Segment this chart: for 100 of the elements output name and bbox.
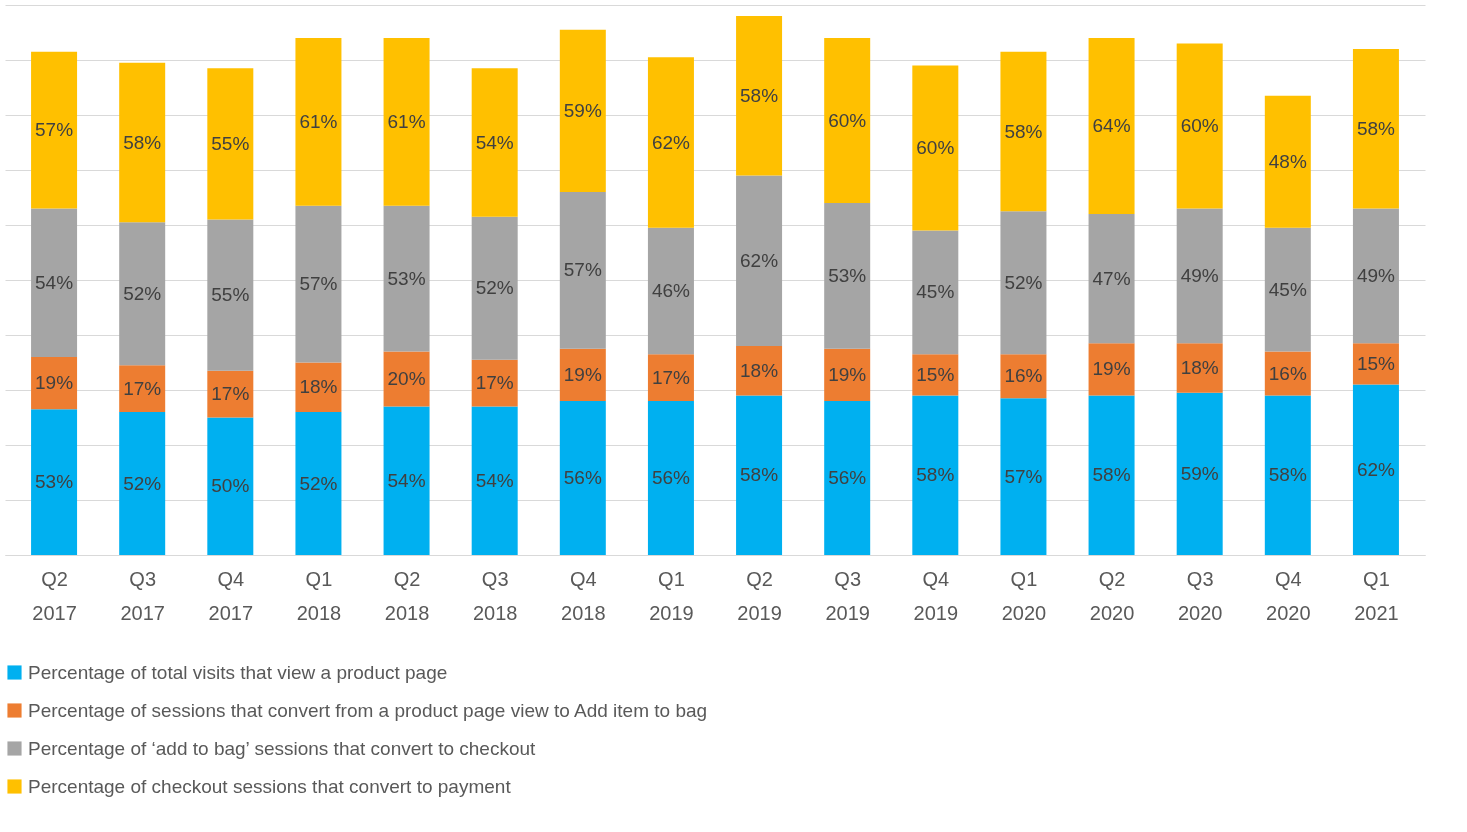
bar bbox=[1352, 384, 1399, 555]
bar bbox=[912, 230, 959, 355]
bar bbox=[647, 401, 694, 555]
data-label: 57% bbox=[1004, 465, 1043, 487]
data-label: 58% bbox=[123, 131, 162, 153]
bar bbox=[207, 219, 254, 371]
data-label: 58% bbox=[916, 464, 955, 486]
bar bbox=[207, 417, 254, 555]
data-label: 55% bbox=[211, 132, 250, 154]
data-label: 49% bbox=[1356, 264, 1396, 286]
data-label: 48% bbox=[1268, 150, 1307, 172]
data-label: 58% bbox=[740, 84, 779, 106]
bar bbox=[824, 38, 871, 203]
data-label: 15% bbox=[1356, 352, 1396, 374]
bar bbox=[647, 57, 694, 228]
x-tick-label: Q4 2020 bbox=[1266, 567, 1311, 624]
x-tick-label: Q1 2021 bbox=[1354, 567, 1399, 624]
x-tick-label: Q2 2017 bbox=[32, 567, 77, 624]
x-tick-label: Q4 2018 bbox=[561, 567, 606, 624]
data-label: 18% bbox=[740, 359, 779, 381]
data-label: 55% bbox=[211, 284, 250, 306]
data-label: 52% bbox=[475, 277, 514, 299]
bar bbox=[1088, 395, 1135, 555]
data-label: 15% bbox=[916, 363, 955, 385]
bar bbox=[1088, 343, 1135, 396]
data-label: 57% bbox=[299, 273, 338, 295]
bar bbox=[1264, 227, 1311, 352]
legend-label: Percentage of ‘add to bag’ sessions that convert to checkout bbox=[28, 737, 537, 759]
bar bbox=[912, 65, 959, 231]
bar bbox=[1264, 95, 1311, 228]
data-label: 16% bbox=[1004, 365, 1043, 387]
bar bbox=[31, 51, 78, 209]
x-tick-label: Q3 2020 bbox=[1177, 567, 1223, 624]
data-label: 53% bbox=[35, 471, 74, 493]
bar bbox=[383, 38, 430, 206]
data-label: 19% bbox=[1092, 358, 1131, 380]
bar bbox=[559, 401, 606, 555]
bar bbox=[736, 395, 783, 555]
bar bbox=[1000, 398, 1047, 555]
data-label: 52% bbox=[1004, 271, 1043, 293]
x-tick-label: Q4 2017 bbox=[208, 567, 254, 624]
legend-label: Percentage of checkout sessions that convert to payment bbox=[28, 775, 512, 797]
bar bbox=[559, 192, 606, 349]
bar bbox=[207, 68, 254, 220]
data-label: 61% bbox=[299, 110, 338, 132]
bar bbox=[31, 208, 78, 357]
bar bbox=[471, 406, 518, 555]
data-label: 52% bbox=[123, 282, 162, 304]
x-tick-label: Q2 2018 bbox=[384, 567, 430, 624]
bar bbox=[383, 205, 430, 352]
data-label: 50% bbox=[211, 475, 250, 497]
data-label: 16% bbox=[1268, 362, 1307, 384]
data-label: 56% bbox=[563, 467, 602, 488]
bar bbox=[824, 203, 871, 349]
x-tick-label: Q1 2020 bbox=[1001, 567, 1047, 624]
data-label: 17% bbox=[123, 377, 162, 399]
bar bbox=[119, 365, 166, 412]
data-label: 46% bbox=[651, 280, 691, 301]
bar bbox=[824, 401, 871, 555]
data-label: 52% bbox=[299, 472, 338, 494]
data-label: 56% bbox=[828, 467, 867, 488]
data-label: 17% bbox=[651, 366, 691, 388]
data-label: 61% bbox=[387, 110, 426, 132]
data-label: 19% bbox=[35, 372, 74, 394]
bar bbox=[736, 16, 783, 176]
data-label: 54% bbox=[35, 271, 74, 293]
legend-label: Percentage of sessions that convert from a product page view to Add item to bag bbox=[28, 699, 708, 721]
bar bbox=[1088, 38, 1135, 214]
data-label: 58% bbox=[1004, 120, 1043, 142]
bar bbox=[471, 68, 518, 217]
data-label: 49% bbox=[1180, 264, 1219, 286]
data-label: 20% bbox=[387, 368, 426, 389]
x-tick-label: Q4 2019 bbox=[913, 567, 959, 624]
data-label: 60% bbox=[1180, 115, 1219, 136]
data-label: 18% bbox=[1180, 357, 1219, 378]
data-label: 52% bbox=[123, 472, 162, 494]
data-label: 57% bbox=[563, 259, 602, 281]
x-tick-label: Q3 2019 bbox=[825, 567, 870, 624]
data-label: 60% bbox=[828, 109, 867, 131]
bar bbox=[1352, 49, 1399, 209]
data-label: 54% bbox=[475, 131, 514, 153]
bar bbox=[295, 38, 342, 206]
data-label: 58% bbox=[1268, 464, 1307, 486]
bar bbox=[119, 62, 166, 223]
data-label: 64% bbox=[1092, 115, 1131, 136]
bar bbox=[119, 222, 166, 366]
data-label: 57% bbox=[35, 119, 74, 141]
data-label: 53% bbox=[828, 264, 867, 286]
bar bbox=[1088, 214, 1135, 344]
bar bbox=[912, 395, 959, 555]
x-tick-label: Q2 2020 bbox=[1089, 567, 1135, 624]
bar bbox=[119, 412, 166, 555]
data-label: 45% bbox=[916, 281, 955, 303]
data-label: 54% bbox=[475, 469, 514, 491]
x-tick-label: Q3 2018 bbox=[472, 567, 518, 624]
data-label: 62% bbox=[740, 249, 779, 271]
x-tick-label: Q3 2017 bbox=[120, 567, 165, 624]
bar bbox=[471, 216, 518, 360]
data-label: 62% bbox=[1356, 458, 1396, 480]
data-label: 58% bbox=[1092, 464, 1131, 486]
